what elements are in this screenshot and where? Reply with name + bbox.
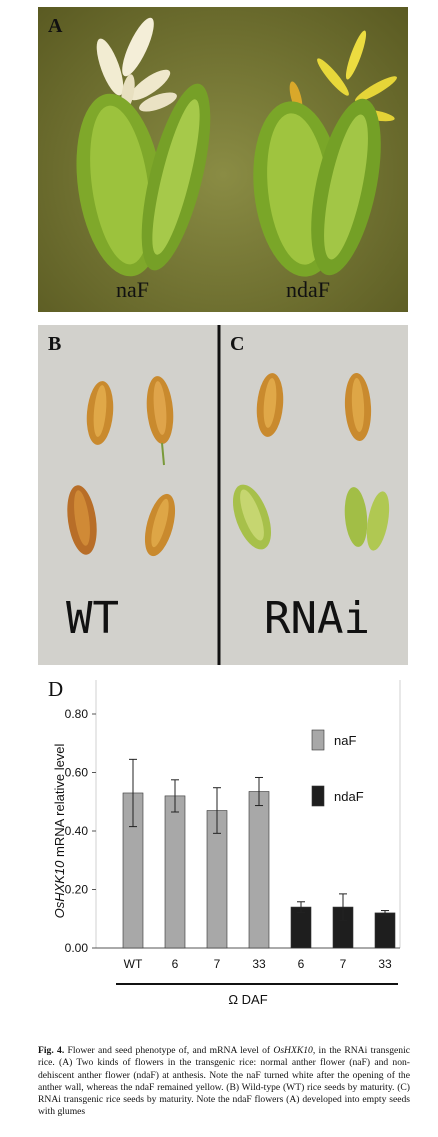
legend-swatch [311,729,325,751]
y-tick-label: 0.00 [65,941,89,955]
expression-bar-chart: D 0.00 0.20 0.40 0.60 0.80 OsHXK10 mRNA relat… [48,677,401,1007]
legend-swatch [311,785,325,807]
x-tick-label: 7 [214,957,221,971]
x-tick-label: 33 [252,957,266,971]
ndaf-caption: ndaF [286,277,330,302]
wt-seeds [67,376,176,557]
y-tick-label: 0.80 [65,707,89,721]
wt-caption: WT [66,593,119,644]
x-tick-label: 33 [378,957,392,971]
bar [164,795,186,949]
x-tick-label: 6 [172,957,179,971]
caption-text-1: Flower and seed phenotype of, and mRNA l… [64,1045,274,1056]
bar [248,791,270,949]
x-tick-label: 7 [340,957,347,971]
panel-d-label: D [48,677,63,701]
caption-gene: OsHXK10 [273,1045,313,1056]
x-axis-label: Ω DAF [228,992,267,1007]
panel-a-label: A [48,15,63,37]
y-tick-label: 0.60 [65,766,89,780]
panel-a-photo: A naF ndaF [38,7,408,312]
naf-glumes [76,83,211,277]
caption-fig-label: Fig. 4. [38,1045,65,1056]
bar [290,906,312,949]
figure-caption: Fig. 4. Flower and seed phenotype of, an… [38,1045,410,1119]
y-tick-label: 0.40 [65,824,89,838]
ndaf-glumes [253,98,381,277]
ndaf-anthers [289,30,397,122]
x-tick-label: WT [124,957,143,971]
plot-area: 0.00 0.20 0.40 0.60 0.80 OsHXK10 mRNA relativ… [52,680,401,1007]
rnai-caption: RNAi [264,593,370,644]
y-axis-label: OsHXK10 mRNA relative level [52,743,67,918]
rnai-seeds [232,373,390,551]
panel-b-label: B [48,333,62,355]
x-tick-label: 6 [298,957,305,971]
legend-label: ndaF [334,789,364,804]
naf-caption: naF [116,277,149,302]
y-tick-label: 0.20 [65,883,89,897]
bar [374,912,396,949]
legend: naF ndaF [311,729,364,807]
flower-illustration [76,17,397,277]
caption-text-2: , in the RNAi transgenic rice. (A) Two k… [38,1045,410,1118]
seed-illustration [67,325,390,665]
panel-bc-photo: B C WT RNAi [38,325,408,665]
legend-label: naF [334,733,356,748]
panel-c-label: C [230,333,245,355]
